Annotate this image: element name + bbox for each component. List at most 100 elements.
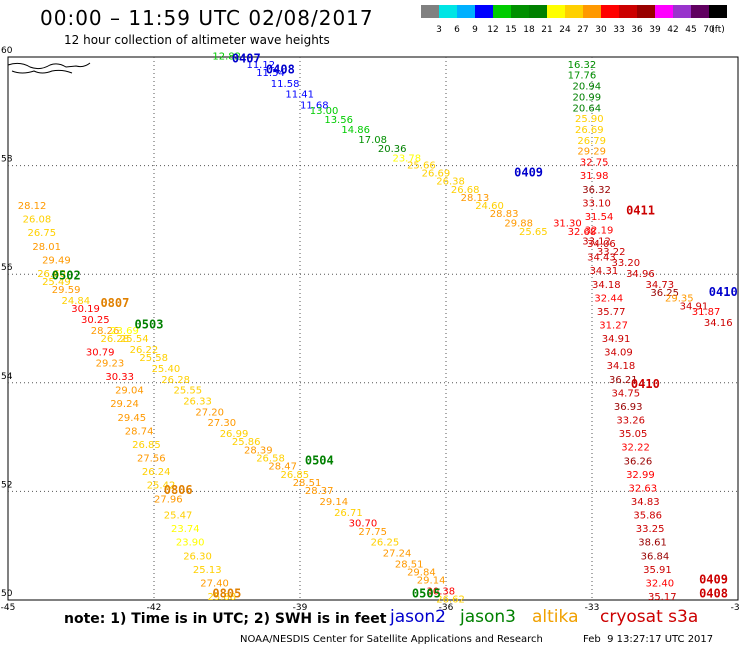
swh-value: 34.96 bbox=[626, 269, 655, 280]
swh-value: 30.70 bbox=[349, 519, 378, 530]
colorbar-label: 12 bbox=[487, 25, 498, 35]
swh-value: 26.62 bbox=[436, 595, 465, 606]
plot-frame bbox=[7, 56, 739, 601]
swh-value: 32.68 bbox=[568, 227, 597, 238]
swh-value: 27.40 bbox=[200, 578, 229, 589]
swh-value: 11.58 bbox=[271, 79, 300, 90]
colorbar-swatch bbox=[709, 5, 727, 18]
swh-value: 30.38 bbox=[427, 587, 456, 598]
x-tick-label: -30 bbox=[731, 603, 740, 613]
track-label: 0408 bbox=[266, 62, 295, 76]
colorbar-swatch bbox=[511, 5, 529, 18]
colorbar-label: 18 bbox=[523, 25, 535, 35]
track-label: 0409 bbox=[699, 573, 728, 587]
swh-value: 29.59 bbox=[52, 285, 81, 296]
swh-value: 28.47 bbox=[268, 462, 297, 473]
swh-value: 36.21 bbox=[609, 375, 638, 386]
swh-value: 29.23 bbox=[96, 359, 125, 370]
colorbar-swatch bbox=[619, 5, 637, 18]
colorbar-swatch bbox=[637, 5, 655, 18]
swh-value: 25.54 bbox=[120, 334, 149, 345]
colorbar-label: 27 bbox=[577, 25, 588, 35]
swh-value: 26.85 bbox=[281, 470, 310, 481]
note-text: note: 1) Time is in UTC; 2) SWH is in fe… bbox=[64, 611, 387, 627]
swh-value: 32.63 bbox=[629, 483, 658, 494]
generated-timestamp: Feb 9 13:27:17 UTC 2017 bbox=[583, 634, 714, 645]
swh-value: 29.84 bbox=[407, 568, 436, 579]
swh-value: 26.75 bbox=[27, 228, 56, 239]
swh-value: 23.90 bbox=[176, 538, 205, 549]
colorbar-swatch bbox=[547, 5, 565, 18]
swh-value: 25.58 bbox=[139, 353, 168, 364]
x-tick-label: -45 bbox=[1, 603, 16, 613]
swh-value: 27.75 bbox=[358, 527, 387, 538]
swh-value: 20.64 bbox=[573, 103, 602, 114]
swh-value: 11.68 bbox=[300, 101, 329, 112]
swh-value: 26.69 bbox=[575, 125, 604, 136]
swh-value: 34.09 bbox=[604, 348, 633, 359]
swh-value: 34.06 bbox=[587, 239, 616, 250]
credit-text: NOAA/NESDIS Center for Satellite Applica… bbox=[240, 634, 543, 645]
colorbar-label: 9 bbox=[472, 25, 478, 35]
swh-value: 25.86 bbox=[232, 437, 261, 448]
track-label: 0407 bbox=[232, 51, 261, 65]
track-label: 0409 bbox=[514, 165, 543, 179]
swh-value: 26.79 bbox=[577, 136, 606, 147]
swh-value: 26.99 bbox=[220, 429, 249, 440]
swh-value: 25.65 bbox=[519, 227, 548, 238]
swh-value: 31.87 bbox=[692, 307, 721, 318]
swh-value: 28.13 bbox=[461, 193, 490, 204]
swh-value: 23.74 bbox=[171, 524, 200, 535]
swh-value: 24.84 bbox=[62, 296, 91, 307]
swh-value: 25.66 bbox=[407, 160, 436, 171]
track-label: 0411 bbox=[626, 203, 655, 217]
swh-value: 33.20 bbox=[611, 258, 640, 269]
swh-value: 32.75 bbox=[580, 158, 609, 169]
swh-value: 26.25 bbox=[371, 538, 400, 549]
colorbar-label: 39 bbox=[649, 25, 661, 35]
legend-cryosat-s3a: cryosat s3a bbox=[600, 607, 699, 627]
swh-value: 28.39 bbox=[244, 445, 273, 456]
colorbar-label: 30 bbox=[595, 25, 607, 35]
swh-value: 33.10 bbox=[582, 198, 611, 209]
swh-value: 30.19 bbox=[71, 304, 100, 315]
colorbar-label: 24 bbox=[559, 25, 571, 35]
colorbar-label: 36 bbox=[631, 25, 643, 35]
swh-value: 11.54 bbox=[256, 68, 285, 79]
colorbar-swatch bbox=[457, 5, 475, 18]
swh-value: 34.83 bbox=[631, 497, 660, 508]
swh-value: 36.84 bbox=[641, 551, 670, 562]
swh-value: 28.74 bbox=[125, 426, 154, 437]
swh-value: 36.93 bbox=[614, 402, 643, 413]
swh-value: 25.40 bbox=[152, 364, 181, 375]
swh-value: 26.85 bbox=[132, 440, 161, 451]
colorbar-label: 15 bbox=[505, 25, 516, 35]
swh-value: 34.73 bbox=[646, 280, 675, 291]
swh-value: 34.43 bbox=[587, 253, 616, 264]
swh-value: 28.51 bbox=[395, 559, 424, 570]
x-tick-label: -36 bbox=[439, 603, 454, 613]
swh-value: 36.25 bbox=[650, 288, 679, 299]
swh-value: 35.17 bbox=[648, 592, 677, 603]
swh-value: 26.24 bbox=[142, 467, 171, 478]
swh-value: 29.35 bbox=[665, 293, 694, 304]
swh-value: 28.37 bbox=[305, 486, 334, 497]
swh-value: 32.99 bbox=[626, 470, 655, 481]
swh-value: 29.29 bbox=[577, 147, 606, 158]
swh-value: 26.71 bbox=[334, 508, 363, 519]
colorbar-swatch bbox=[421, 5, 439, 18]
swh-value: 35.77 bbox=[597, 307, 626, 318]
swh-value: 20.99 bbox=[573, 92, 602, 103]
swh-value: 34.16 bbox=[704, 318, 733, 329]
y-tick-label: 56 bbox=[1, 263, 13, 273]
x-tick-label: -42 bbox=[147, 603, 162, 613]
swh-value: 32.22 bbox=[621, 443, 650, 454]
swh-value: 34.91 bbox=[602, 334, 631, 345]
colorbar-swatch bbox=[475, 5, 493, 18]
swh-value: 12.82 bbox=[212, 52, 241, 63]
swh-value: 28.01 bbox=[32, 242, 61, 253]
colorbar-swatch bbox=[439, 5, 457, 18]
track-label: 0805 bbox=[212, 586, 241, 600]
swh-value: 26.30 bbox=[183, 551, 212, 562]
